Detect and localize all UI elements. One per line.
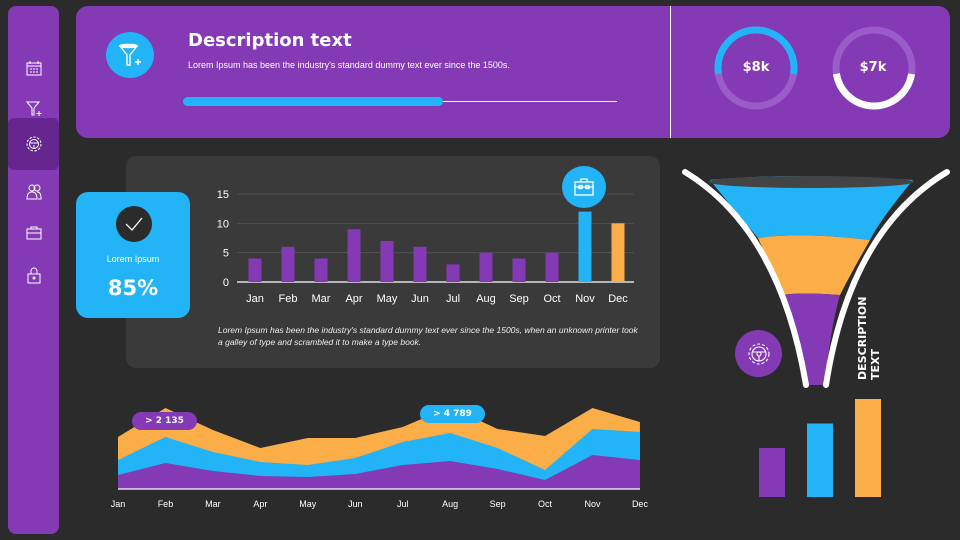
sidebar-item-users[interactable] [8,172,59,212]
bar-jan [248,258,262,282]
sidebar [8,6,59,534]
x-tick-label: Apr [345,293,362,305]
users-icon [25,184,42,200]
y-tick-label: 10 [217,218,229,230]
x-tick-label: Oct [543,293,560,305]
page-title: Description text [188,30,352,51]
funnel-bar [855,399,881,497]
funnel-description: DESCRIPTION TEXT [856,290,882,380]
x-tick-label: Jul [446,293,460,305]
funnel-outline-left [682,169,809,388]
header-card [76,6,950,138]
y-tick-label: 15 [217,189,229,201]
briefcase-icon [562,166,606,208]
calendar-icon [26,61,41,76]
donut-label: $8k [742,60,770,75]
funnel-bar [759,448,785,497]
x-tick-label: Sep [490,499,506,509]
funnel-text-line: DESCRIPTION [856,296,869,380]
sidebar-item-lock[interactable] [8,255,59,295]
x-tick-label: Apr [253,499,267,509]
bar-apr [347,229,361,282]
gear-steering-icon [26,136,41,152]
x-tick-label: Aug [476,293,496,305]
funnel-layer-orange [758,235,870,295]
x-tick-label: Oct [538,499,553,509]
x-tick-label: Dec [632,499,649,509]
funnel-graphic [682,169,950,497]
funnel-text-line: TEXT [869,348,882,380]
x-tick-label: Feb [279,293,298,305]
x-tick-label: Jan [111,499,126,509]
donut-label: $7k [859,60,887,75]
bar-nov [578,211,592,282]
sidebar-item-gear-steering[interactable] [8,118,59,170]
x-tick-label: Mar [312,293,331,305]
bar-jun [413,246,427,282]
funnel-rim [708,176,914,188]
sidebar-item-calendar[interactable] [8,48,59,88]
x-tick-label: Jun [348,499,363,509]
checkmark-icon [116,206,152,242]
sidebar-item-briefcase[interactable] [8,213,59,253]
progress-fill [183,97,444,106]
kpi-card: Lorem Ipsum 85% [76,192,190,318]
bar-feb [281,246,295,282]
x-tick-label: Nov [575,293,595,305]
y-tick-label: 0 [223,277,229,289]
x-tick-label: May [299,499,317,509]
x-tick-label: Jan [246,293,264,305]
area-chart: Jan Feb Mar Apr May Jun Jul Aug Sep Oct Nov Dec [111,407,649,509]
donut-arc [714,26,798,110]
gear-steering-icon [735,330,782,377]
x-tick-label: May [377,293,398,305]
x-tick-label: Feb [158,499,174,509]
donut-arc [832,26,916,110]
sidebar-item-funnel-plus[interactable] [8,88,59,128]
lock-icon [27,267,40,284]
divider [670,6,671,138]
bar-may [380,240,394,282]
bar-chart-note: Lorem Ipsum has been the industry's stan… [218,325,638,347]
donut-group [714,26,916,110]
funnel-outline-right [823,169,950,388]
x-tick-label: Nov [584,499,601,509]
x-tick-label: Aug [442,499,458,509]
x-tick-label: Jul [397,499,409,509]
y-tick-label: 5 [223,248,229,260]
x-tick-label: Sep [509,293,529,305]
header-subtitle: Lorem Ipsum has been the industry's stan… [188,60,510,70]
funnel-layer-purple [782,293,840,385]
funnel-layer-blue [710,176,913,240]
bar-mar [314,258,328,282]
kpi-label: Lorem Ipsum [106,254,160,264]
x-tick-label: Mar [205,499,221,509]
x-tick-label: Jun [411,293,429,305]
bar-oct [545,252,559,282]
bar-dec [611,223,625,282]
briefcase-icon [26,226,41,240]
x-tick-label: Dec [608,293,628,305]
annotation-pill: > 4 789 [420,405,485,423]
bar-chart: 0 5 10 15 Jan Feb Mar Apr May Jun Jul Aug Sep Oct Nov D… [217,189,634,305]
bar-jul [446,264,460,282]
bar-sep [512,258,526,282]
funnel-plus-icon [106,32,154,78]
bar-aug [479,252,493,282]
funnel-bar [807,423,833,497]
funnel-plus-icon [25,101,41,116]
annotation-pill: > 2 135 [132,412,197,430]
area-series-0 [118,455,640,489]
kpi-value: 85% [107,276,159,300]
